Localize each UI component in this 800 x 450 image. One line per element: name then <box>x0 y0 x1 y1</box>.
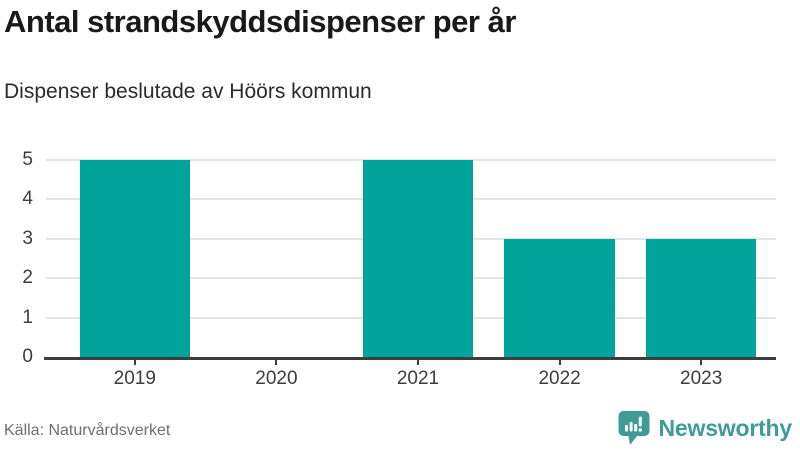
bar-2023 <box>645 238 757 357</box>
x-tick-mark-2022 <box>558 360 561 365</box>
chart-title: Antal strandskyddsdispenser per år <box>4 4 516 39</box>
x-tick-mark-2019 <box>133 360 136 365</box>
x-tick-mark-2020 <box>275 360 278 365</box>
bar-column-2020 <box>206 160 348 365</box>
bar-column-2022 <box>489 160 631 365</box>
x-tick-label-2022: 2022 <box>538 368 581 389</box>
y-tick-label-0: 0 <box>22 346 33 367</box>
x-tick-mark-2021 <box>416 360 419 365</box>
newsworthy-logo-icon <box>618 411 650 445</box>
source-note: Källa: Naturvårdsverket <box>4 422 171 439</box>
bar-2019 <box>79 160 191 357</box>
bar-column-2021 <box>347 160 489 365</box>
bar-2022 <box>504 238 615 357</box>
bar-2021 <box>362 160 474 357</box>
bars <box>64 160 772 365</box>
y-tick-label-2: 2 <box>22 267 33 289</box>
plot-area: 0 1 2 3 4 5 <box>22 149 776 367</box>
x-tick-label-2021: 2021 <box>396 368 440 389</box>
bar-column-2019 <box>64 160 206 365</box>
x-axis-line <box>44 357 776 360</box>
x-tick-label-2020: 2020 <box>255 368 298 389</box>
y-tick-label-4: 4 <box>22 188 33 210</box>
chart-subtitle: Dispenser beslutade av Höörs kommun <box>4 80 372 103</box>
newsworthy-logo: Newsworthy <box>617 410 792 446</box>
y-tick-label-3: 3 <box>22 227 33 249</box>
y-tick-label-5: 5 <box>22 149 33 170</box>
x-tick-mark-2023 <box>700 360 703 365</box>
bar-column-2023 <box>630 160 772 365</box>
x-axis-labels: 2019 2020 2021 2022 2023 <box>64 368 772 390</box>
x-tick-label-2019: 2019 <box>113 368 156 389</box>
x-tick-label-2023: 2023 <box>680 368 723 389</box>
y-tick-label-1: 1 <box>22 306 33 328</box>
footer: Källa: Naturvårdsverket Newsworthy <box>4 410 792 446</box>
newsworthy-logo-text: Newsworthy <box>658 414 793 441</box>
